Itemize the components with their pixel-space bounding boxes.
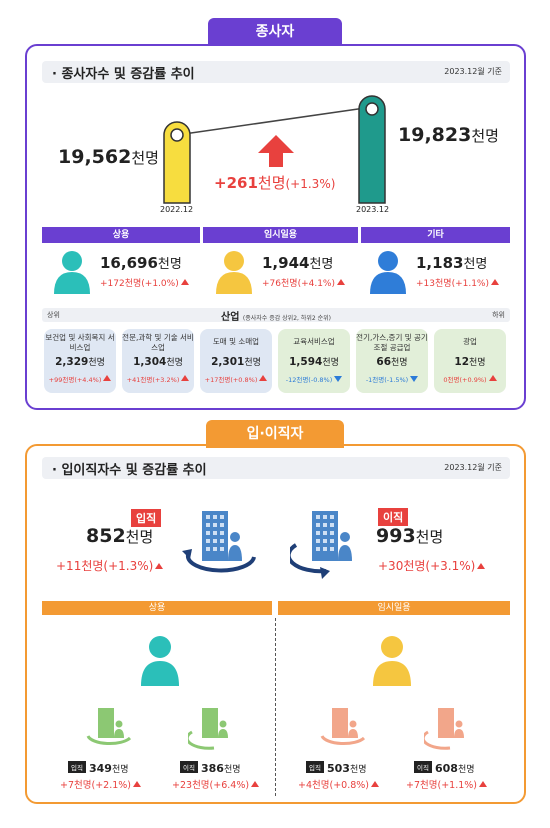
employees-panel (25, 44, 526, 410)
group-label-regular: 상용 (42, 601, 272, 615)
group-divider (275, 618, 276, 796)
industry-card-education: 교육서비스업 1,594천명 -12천명(-0.8%) (278, 329, 350, 393)
trend-line (176, 106, 373, 136)
building-separation-icon (424, 708, 464, 750)
employees-prev-value: 19,562천명 (58, 146, 159, 168)
person-icon (54, 251, 90, 294)
employees-section-title: · 종사자수 및 증감률 추이 (52, 67, 195, 82)
person-icon (370, 251, 406, 294)
industry-top-label: 상위 (47, 311, 60, 319)
type-label-other: 기타 (361, 227, 510, 243)
person-icon (216, 251, 252, 294)
temporary-hire: 입직 503천명 +4천명(+0.8%) (298, 757, 380, 791)
bar-2022 (163, 121, 191, 204)
period-2023: 2023.12 (356, 205, 390, 214)
type-temporary-change: +76천명(+4.1%) (262, 276, 345, 289)
person-icon (141, 636, 179, 686)
point-2022 (170, 128, 184, 142)
period-2022: 2022.12 (160, 205, 194, 214)
person-icon (373, 636, 411, 686)
regular-sep: 이직 386천명 +23천명(+6.4%) (172, 757, 260, 791)
turnover-panel (25, 444, 526, 804)
type-label-regular: 상용 (42, 227, 200, 243)
industry-card-wholesale: 도매 및 소매업 2,301천명 +17천명(+0.8%) (200, 329, 272, 393)
employees-change: +261천명(+1.3%) (214, 174, 336, 192)
type-regular-value: 16,696천명 (100, 254, 182, 272)
bar-2023 (358, 95, 386, 204)
increase-arrow-icon (258, 135, 294, 167)
employees-tab: 종사자 (208, 18, 342, 46)
hire-label: 입직 (126, 508, 166, 528)
turnover-section-title: · 입이직자수 및 증감률 추이 (52, 463, 207, 478)
industry-title: 산업 (종사자수 증감 상위2, 하위2 순위) (221, 312, 331, 323)
employees-date: 2023.12월 기준 (444, 67, 502, 76)
industry-header: 상위 산업 (종사자수 증감 상위2, 하위2 순위) 하위 (42, 308, 510, 323)
group-label-temporary: 임시일용 (278, 601, 510, 615)
turnover-tab: 입·이직자 (206, 420, 344, 448)
type-other-value: 1,183천명 (416, 254, 488, 272)
regular-hire: 입직 349천명 +7천명(+2.1%) (60, 757, 142, 791)
industry-card-mining: 광업 12천명 0천명(+0.9%) (434, 329, 506, 393)
type-temporary-value: 1,944천명 (262, 254, 334, 272)
building-hire-icon (182, 511, 256, 573)
industry-card-utilities: 전기,가스,증기 및 공기조절 공급업 66천명 -1천명(-1.5%) (356, 329, 428, 393)
sep-value: 993천명 (376, 525, 444, 547)
point-2023 (365, 102, 379, 116)
employees-section-header: · 종사자수 및 증감률 추이 2023.12월 기준 (42, 61, 510, 83)
type-label-temporary: 임시일용 (203, 227, 358, 243)
employees-trend-chart (163, 95, 386, 204)
industry-card-professional: 전문,과학 및 기술 서비스업 1,304천명 +41천명(+3.2%) (122, 329, 194, 393)
hire-value: 852천명 (86, 525, 154, 547)
type-other-change: +13천명(+1.1%) (416, 276, 499, 289)
building-separation-icon (290, 511, 352, 579)
type-regular-change: +172천명(+1.0%) (100, 276, 189, 289)
sep-change: +30천명(+3.1%) (378, 557, 486, 574)
type-temporary: 1,944천명 +76천명(+4.1%) (214, 248, 364, 300)
turnover-section-header: · 입이직자수 및 증감률 추이 2023.12월 기준 (42, 457, 510, 479)
hire-change: +11천명(+1.3%) (56, 557, 164, 574)
building-hire-icon (320, 708, 366, 746)
industry-bottom-label: 하위 (492, 311, 505, 319)
temporary-sep: 이직 608천명 +7천명(+1.1%) (406, 757, 488, 791)
employees-curr-value: 19,823천명 (398, 124, 499, 146)
building-separation-icon (188, 708, 228, 750)
type-other: 1,183천명 +13천명(+1.1%) (368, 248, 508, 300)
industry-card-health: 보건업 및 사회복지 서비스업 2,329천명 +99천명(+4.4%) (44, 329, 116, 393)
sep-label: 이직 (378, 508, 409, 526)
turnover-date: 2023.12월 기준 (444, 463, 502, 472)
type-regular: 16,696천명 +172천명(+1.0%) (52, 248, 202, 300)
building-hire-icon (86, 708, 132, 746)
